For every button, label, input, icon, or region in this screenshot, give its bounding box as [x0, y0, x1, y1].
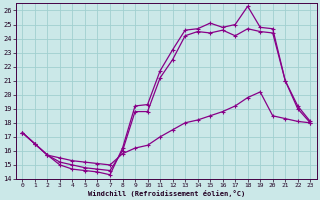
X-axis label: Windchill (Refroidissement éolien,°C): Windchill (Refroidissement éolien,°C)	[88, 190, 245, 197]
